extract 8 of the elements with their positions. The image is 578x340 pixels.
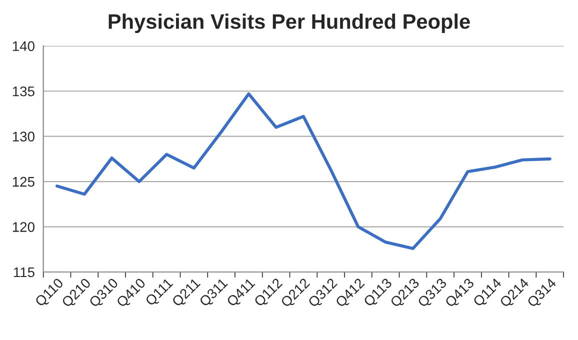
y-tick-label: 125 [12,176,34,187]
y-tick-label: 140 [12,41,34,52]
y-tick-label: 135 [12,86,34,96]
line-series [56,92,552,250]
y-tick-label: 115 [14,267,34,278]
y-tick-label: 130 [12,132,34,142]
chart-title: Physician Visits Per Hundred People [108,14,470,34]
y-tick-label: 120 [12,222,34,232]
